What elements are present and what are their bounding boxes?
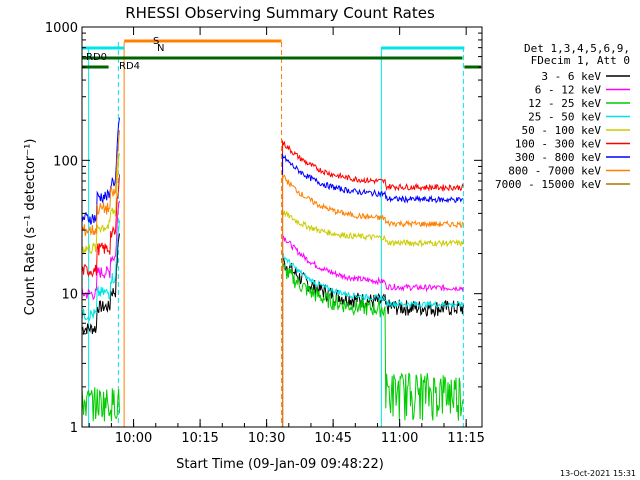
y-tick-label: 100 <box>53 154 78 169</box>
rd0-label: RD0 <box>86 52 107 63</box>
x-axis-label: Start Time (09-Jan-09 09:48:22) <box>176 457 384 472</box>
legend-entry-label: 100 - 300 keV <box>515 138 601 151</box>
x-tick-label: 11:15 <box>447 431 484 446</box>
series-pre-4 <box>81 152 120 254</box>
legend: Det 1,3,4,5,6,9,FDecim 1, Att 0 3 - 6 keV… <box>495 42 630 191</box>
legend-entry-label: 7000 - 15000 keV <box>495 178 601 191</box>
s-label: S <box>153 36 159 47</box>
x-tick-label: 10:30 <box>248 431 285 446</box>
legend-entry-label: 25 - 50 keV <box>528 111 601 124</box>
y-axis-label: Count Rate (s⁻¹ detector⁻¹) <box>23 139 38 316</box>
legend-header: FDecim 1, Att 0 <box>531 54 630 67</box>
series-post-4 <box>281 210 464 248</box>
background-bands <box>82 39 481 427</box>
legend-entry-label: 12 - 25 keV <box>528 97 601 110</box>
series-post-5 <box>281 140 464 192</box>
x-tick-label: 10:45 <box>314 431 351 446</box>
legend-header: Det 1,3,4,5,6,9, <box>524 42 630 55</box>
legend-entry-label: 6 - 12 keV <box>535 84 602 97</box>
series-pre-5 <box>81 174 120 278</box>
series-pre-0 <box>81 233 120 336</box>
x-tick-label: 10:15 <box>181 431 218 446</box>
n-label: N <box>157 43 164 54</box>
series-pre-3 <box>81 220 120 322</box>
legend-entry-label: 800 - 7000 keV <box>508 165 601 178</box>
x-tick-label: 11:00 <box>381 431 418 446</box>
y-tick-label: 1000 <box>45 21 78 36</box>
series-post-0 <box>281 257 464 318</box>
y-tick-label: 10 <box>61 288 78 303</box>
series-layer <box>81 117 464 427</box>
legend-entry-label: 3 - 6 keV <box>541 70 601 83</box>
x-axis: 10:00 10:15 10:30 10:45 11:00 11:15 <box>88 27 485 446</box>
plot-frame <box>81 26 483 428</box>
series-post-1 <box>281 234 464 293</box>
legend-entry-label: 50 - 100 keV <box>522 124 602 137</box>
chart-title: RHESSI Observing Summary Count Rates <box>125 4 435 22</box>
y-tick-label: 1 <box>70 421 78 436</box>
y-axis: 1 10 100 1000 <box>45 21 482 436</box>
series-post-7 <box>281 174 464 229</box>
rd4-label: RD4 <box>119 61 140 72</box>
series-pre-6 <box>81 117 120 225</box>
series-post-2 <box>281 262 464 421</box>
legend-entry-label: 300 - 800 keV <box>515 151 601 164</box>
x-tick-label: 10:00 <box>115 431 152 446</box>
series-post-6 <box>281 153 464 204</box>
series-pre-7 <box>81 130 120 237</box>
timestamp: 13-Oct-2021 15:31 <box>560 469 636 478</box>
series-pre-2 <box>81 387 120 422</box>
series-post-3 <box>281 251 464 309</box>
series-pre-1 <box>81 200 120 301</box>
